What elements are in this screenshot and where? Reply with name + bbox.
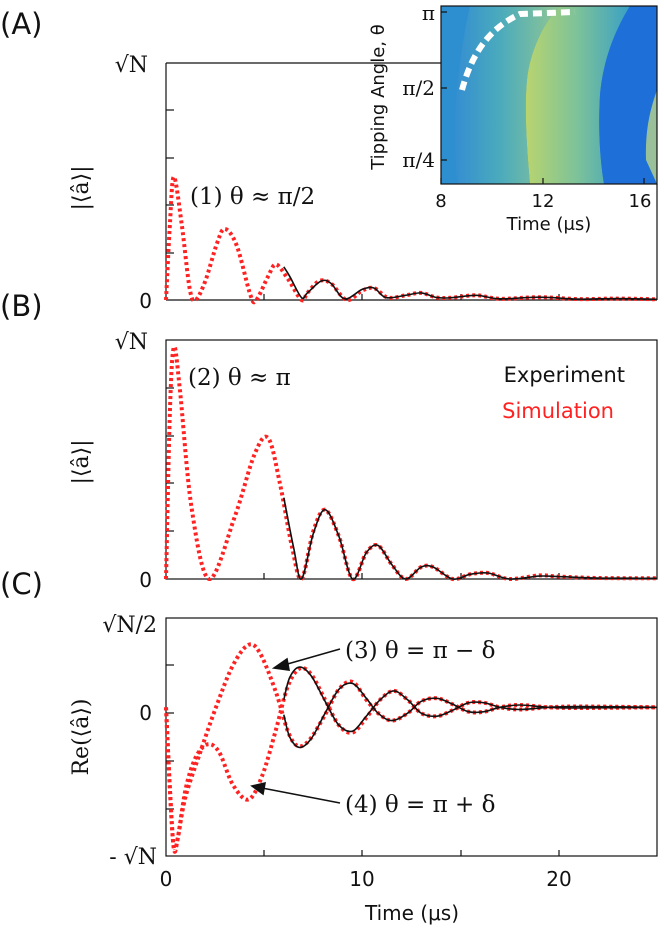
inset-x-tick-12: 12 bbox=[532, 191, 555, 212]
panel-a-series bbox=[164, 174, 658, 305]
panel-label-c: (C) bbox=[0, 567, 43, 601]
inset-x-tick-16: 16 bbox=[629, 191, 652, 212]
panel-c-experiment-4-line bbox=[283, 666, 658, 733]
arrow-3-head bbox=[271, 657, 290, 671]
panel-c-series bbox=[164, 642, 658, 854]
inset-y-tick-pi: π bbox=[422, 1, 435, 25]
inset-ticks bbox=[440, 11, 645, 184]
panel-a-y-top-label: √N bbox=[115, 53, 148, 78]
panel-b-series bbox=[164, 344, 658, 582]
inset-x-tick-8: 8 bbox=[435, 191, 446, 212]
inset-band-late bbox=[599, 6, 657, 184]
panel-c-y-bottom-label: - √N bbox=[109, 845, 157, 870]
legend-experiment: Experiment bbox=[504, 363, 625, 387]
x-axis-label: Time (μs) bbox=[364, 901, 459, 925]
inset-y-axis-label: Tipping Angle, θ bbox=[368, 24, 389, 171]
panel-b-frame bbox=[165, 339, 658, 580]
inset-x-axis-label: Time (μs) bbox=[506, 214, 592, 235]
x-tick-20: 20 bbox=[546, 867, 571, 891]
inset-band-edge bbox=[645, 90, 657, 184]
inset-frame bbox=[440, 5, 658, 185]
panel-a-inset: π π/2 π/4 8 12 16 Time (μs) Tipping Angl… bbox=[368, 1, 658, 235]
panel-c-annotation-3: (3) θ = π − δ bbox=[345, 638, 496, 664]
x-tick-10: 10 bbox=[349, 867, 374, 891]
panel-b: √N 0 |⟨â⟩| (2) θ ≈ π Experiment Simulati… bbox=[69, 330, 658, 592]
panel-b-y-axis-label: |⟨â⟩| bbox=[69, 439, 94, 484]
panel-c-frame bbox=[165, 617, 658, 857]
panel-a-annotation: (1) θ ≈ π/2 bbox=[190, 184, 315, 210]
panel-b-experiment-line bbox=[283, 497, 658, 580]
inset-band-left bbox=[441, 6, 470, 184]
panel-c-y-top-label: √N/2 bbox=[102, 613, 157, 638]
inset-band-early bbox=[441, 6, 560, 184]
legend-simulation: Simulation bbox=[502, 399, 614, 423]
panel-a-y-zero-label: 0 bbox=[139, 289, 152, 313]
panel-c-y-axis-label: Re(⟨â⟩) bbox=[69, 698, 94, 775]
panel-b-y-zero-label: 0 bbox=[139, 568, 152, 592]
arrow-4-line bbox=[261, 787, 341, 804]
inset-heatmap bbox=[441, 6, 657, 184]
panel-b-y-top-label: √N bbox=[115, 330, 148, 355]
panel-label-b: (B) bbox=[0, 289, 43, 323]
inset-band-middle bbox=[525, 6, 630, 184]
panel-c-arrows bbox=[250, 648, 341, 804]
panel-a-experiment-line bbox=[283, 266, 658, 301]
panel-b-annotation: (2) θ ≈ π bbox=[188, 365, 291, 391]
x-tick-0: 0 bbox=[160, 867, 173, 891]
inset-y-tick-pi-half: π/2 bbox=[402, 76, 435, 100]
panel-c-ticks bbox=[166, 664, 560, 856]
panel-c-simulation-3-line bbox=[164, 642, 658, 854]
panel-a-y-axis-label: |⟨â⟩| bbox=[69, 165, 94, 210]
panel-c-annotation-4: (4) θ = π + δ bbox=[345, 792, 496, 818]
panel-c-experiment-3-line bbox=[283, 682, 658, 749]
panel-c: √N/2 0 - √N Re(⟨â⟩) (3) θ = π − δ (4) θ … bbox=[69, 613, 658, 925]
panel-b-ticks bbox=[166, 387, 560, 579]
panel-label-a: (A) bbox=[0, 7, 42, 41]
panel-c-y-zero-label: 0 bbox=[139, 701, 152, 725]
panel-a: √N 0 |⟨â⟩| (1) θ ≈ π/2 π π/2 π/4 bbox=[69, 1, 658, 313]
inset-y-tick-pi-quarter: π/4 bbox=[402, 148, 435, 172]
arrow-4-head bbox=[250, 781, 267, 796]
arrow-3-line bbox=[283, 648, 341, 666]
panel-c-simulation-4-line bbox=[164, 665, 658, 854]
